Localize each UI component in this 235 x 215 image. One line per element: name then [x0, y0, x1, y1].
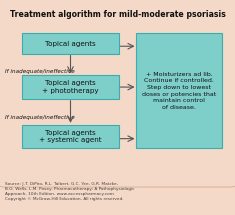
- Text: Topical agents
+ phototherapy: Topical agents + phototherapy: [42, 80, 99, 94]
- FancyBboxPatch shape: [136, 33, 222, 148]
- FancyBboxPatch shape: [0, 0, 235, 187]
- Text: Topical agents
+ systemic agent: Topical agents + systemic agent: [39, 130, 102, 143]
- FancyBboxPatch shape: [22, 125, 119, 148]
- Text: Topical agents: Topical agents: [45, 41, 96, 46]
- Text: If inadequate/ineffective: If inadequate/ineffective: [5, 115, 74, 120]
- Text: If inadequate/ineffective: If inadequate/ineffective: [5, 69, 74, 74]
- FancyBboxPatch shape: [22, 33, 119, 54]
- Text: Source: J.T. DiPiro, R.L. Talbert, G.C. Yee, G.R. Matzke,
B.G. Wells, L.M. Posey: Source: J.T. DiPiro, R.L. Talbert, G.C. …: [5, 182, 134, 201]
- Text: Treatment algorithm for mild-moderate psoriasis: Treatment algorithm for mild-moderate ps…: [10, 10, 225, 19]
- FancyBboxPatch shape: [22, 75, 119, 99]
- Text: + Moisturizers ad lib.
Continue if controlled.
Step down to lowest
doses or pote: + Moisturizers ad lib. Continue if contr…: [142, 72, 216, 110]
